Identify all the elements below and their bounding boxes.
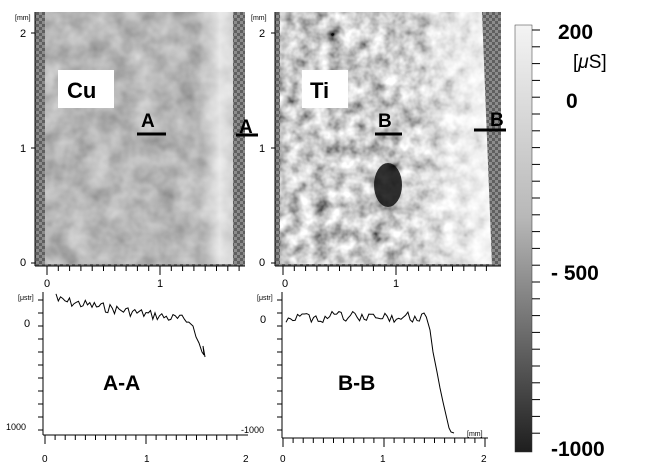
profile-b-y-tick-label: -1000	[241, 425, 264, 435]
profile-a-panel: [μstr] 0 1000 0 1 2 A-A	[6, 292, 249, 463]
ti-x-tick-label: 1	[393, 278, 399, 290]
cu-y-tick-label: 2	[20, 28, 26, 40]
profile-a-y-tick-label: 1000	[6, 422, 26, 432]
colorbar-unit: [μS]	[573, 52, 607, 73]
ti-x-ticks	[282, 266, 487, 275]
ti-y-tick-label: 2	[259, 28, 265, 40]
profile-b-label: B-B	[338, 372, 375, 395]
profile-a-x-tick-label: 0	[42, 454, 48, 463]
section-line-label-a: A	[141, 111, 155, 132]
profile-a-y-unit: [μstr]	[18, 295, 34, 302]
colorbar: 200 [μS] 0 - 500 -1000	[514, 21, 607, 461]
section-end-label-a: A	[239, 117, 253, 138]
profile-a-y-ticks	[38, 299, 43, 431]
ti-map-panel: [mm] 2 1 0 0 1 Ti B B	[251, 12, 506, 290]
cu-map-panel: [mm] 2 1 0 0 1 Cu A A	[15, 12, 258, 290]
cu-x-ticks	[46, 266, 240, 275]
colorbar-label-min: -1000	[551, 438, 605, 461]
profile-a-y-tick-label: 0	[24, 318, 30, 330]
ti-y-unit: [mm]	[251, 15, 267, 22]
profile-a-line	[55, 293, 206, 358]
profile-b-panel: [μstr] 0 -1000 [mm] 0 1 2 B-B	[241, 292, 488, 463]
ti-map-image	[280, 12, 498, 264]
profile-a-x-tick-label: 2	[243, 454, 249, 463]
profile-b-x-unit: [mm]	[467, 431, 483, 438]
profile-b-y-tick-label: 0	[260, 314, 266, 326]
colorbar-ticks	[532, 29, 540, 434]
ti-map-edge	[482, 12, 501, 266]
profile-b-y-unit: [μstr]	[257, 295, 273, 302]
profile-b-x-ticks	[282, 438, 486, 447]
section-end-label-b: B	[490, 110, 504, 131]
cu-map-image	[45, 12, 233, 264]
ti-x-tick-label: 0	[282, 278, 288, 290]
ti-y-tick-label: 1	[259, 143, 265, 155]
cu-label-box	[58, 70, 114, 108]
profile-a-x-tick-label: 1	[144, 454, 150, 463]
profile-b-x-tick-label: 1	[380, 454, 386, 463]
cu-x-tick-label: 1	[157, 278, 163, 290]
profile-b-line	[285, 310, 455, 434]
ti-material-label: Ti	[310, 78, 329, 103]
cu-x-tick-label: 0	[44, 278, 50, 290]
profile-a-x-ticks	[44, 435, 238, 444]
cu-material-label: Cu	[67, 78, 96, 103]
colorbar-label-mid: - 500	[551, 262, 599, 285]
profile-b-x-tick-label: 0	[280, 454, 286, 463]
cu-y-tick-label: 1	[20, 143, 26, 155]
cu-y-tick-label: 0	[20, 257, 26, 269]
ti-label-box	[302, 70, 348, 108]
colorbar-label-max: 200	[558, 21, 593, 44]
profile-b-y-ticks	[277, 299, 282, 431]
section-line-label-b: B	[378, 111, 392, 132]
profile-a-label: A-A	[103, 372, 140, 395]
colorbar-gradient	[514, 24, 533, 453]
ti-y-tick-label: 0	[259, 257, 265, 269]
cu-y-unit: [mm]	[15, 15, 31, 22]
profile-b-x-tick-label: 2	[481, 454, 487, 463]
colorbar-label-zero: 0	[566, 90, 578, 113]
